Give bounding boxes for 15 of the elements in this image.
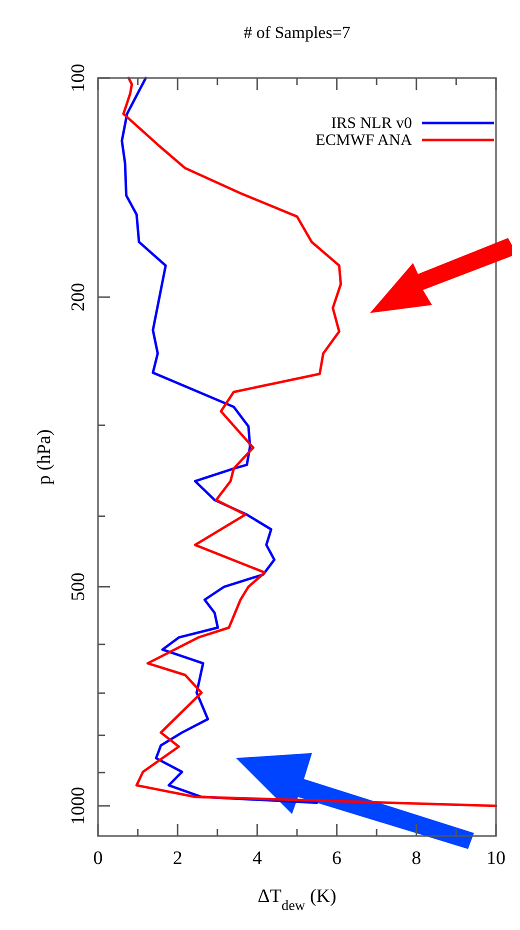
x-tick-label: 2 <box>172 848 182 869</box>
chart-title: # of Samples=7 <box>244 23 351 42</box>
x-tick-label: 8 <box>412 848 422 869</box>
x-tick-label: 6 <box>332 848 342 869</box>
x-axis-title: ΔT$_{dew}$ (K) <box>258 886 336 914</box>
x-tick-label: 10 <box>486 848 506 869</box>
legend-label: ECMWF ANA <box>316 132 412 149</box>
legend-label: IRS NLR v0 <box>331 115 412 132</box>
y-tick-label: 100 <box>68 64 89 92</box>
y-tick-label: 200 <box>68 282 89 312</box>
x-tick-label: 0 <box>93 848 103 869</box>
y-tick-label: 500 <box>68 572 89 602</box>
y-axis-title: p (hPa) <box>34 429 55 485</box>
y-tick-label: 1000 <box>68 786 89 825</box>
x-tick-label: 4 <box>252 848 262 869</box>
